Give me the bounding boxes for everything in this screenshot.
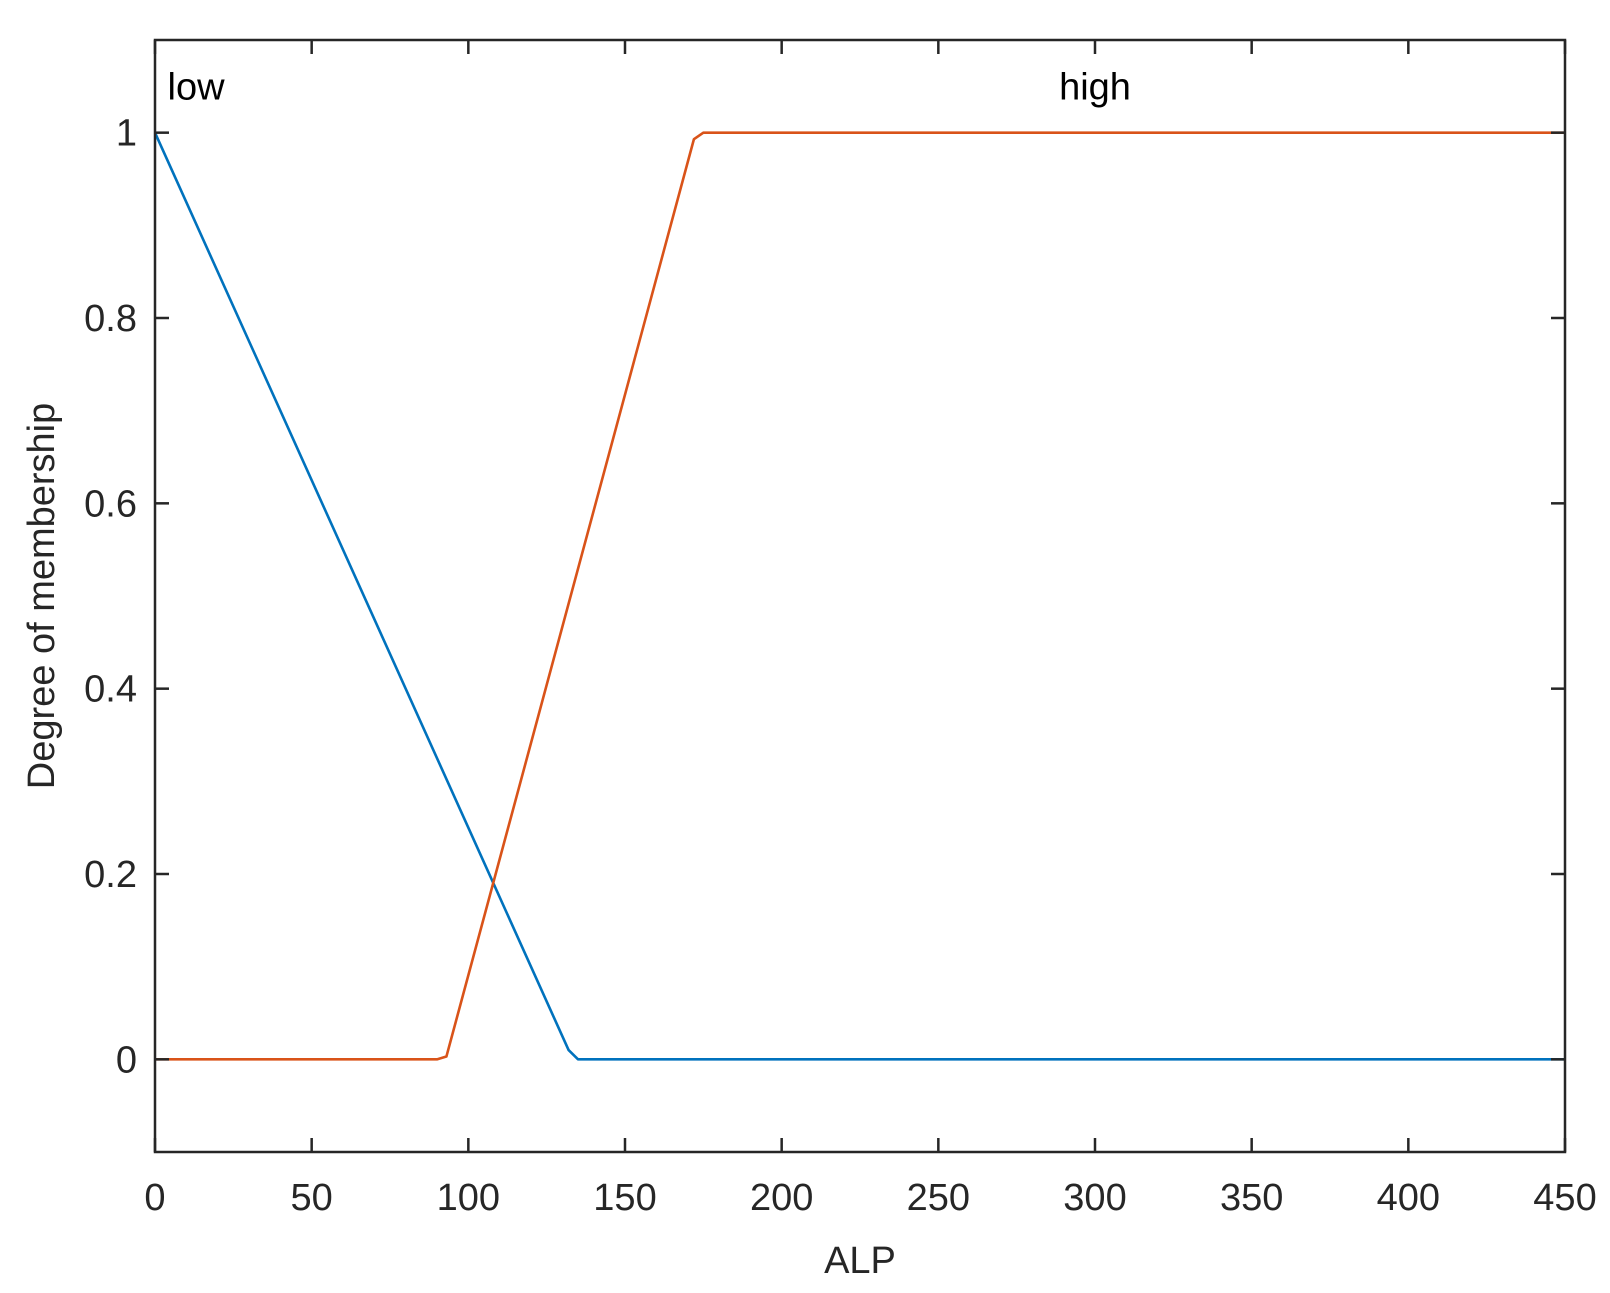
series-layer xyxy=(153,131,1565,1061)
tick-layer: 0 50 100 150 200 250 300 350 400 450 0 0.2 0.4 0.6 0.8… xyxy=(84,40,1597,1219)
x-axis-label: ALP xyxy=(824,1240,896,1282)
x-tick-label: 200 xyxy=(750,1177,813,1219)
y-tick-label: 0.4 xyxy=(84,669,137,711)
y-tick-label: 0 xyxy=(116,1039,137,1081)
series-label-layer: low high xyxy=(168,66,1131,108)
x-tick-label: 400 xyxy=(1377,1177,1440,1219)
plot-frame xyxy=(153,38,1567,1154)
y-tick-label: 1 xyxy=(116,113,137,155)
x-tick-label: 50 xyxy=(291,1177,333,1219)
x-tick-label: 450 xyxy=(1533,1177,1596,1219)
x-tick-label: 300 xyxy=(1063,1177,1126,1219)
y-tick-label: 0.6 xyxy=(84,483,137,525)
y-tick-label: 0.2 xyxy=(84,854,137,896)
x-tick-label: 150 xyxy=(593,1177,656,1219)
plot-background xyxy=(155,40,1565,1152)
series-line-high xyxy=(155,131,1565,1061)
series-label-low: low xyxy=(168,66,226,108)
y-axis-label: Degree of membership xyxy=(21,403,63,790)
x-tick-label: 350 xyxy=(1220,1177,1283,1219)
y-tick-label: 0.8 xyxy=(84,298,137,340)
series-label-high: high xyxy=(1059,66,1131,108)
x-tick-label: 0 xyxy=(144,1177,165,1219)
x-tick-label: 250 xyxy=(907,1177,970,1219)
x-tick-label: 100 xyxy=(437,1177,500,1219)
series-line-low xyxy=(153,132,1565,1061)
